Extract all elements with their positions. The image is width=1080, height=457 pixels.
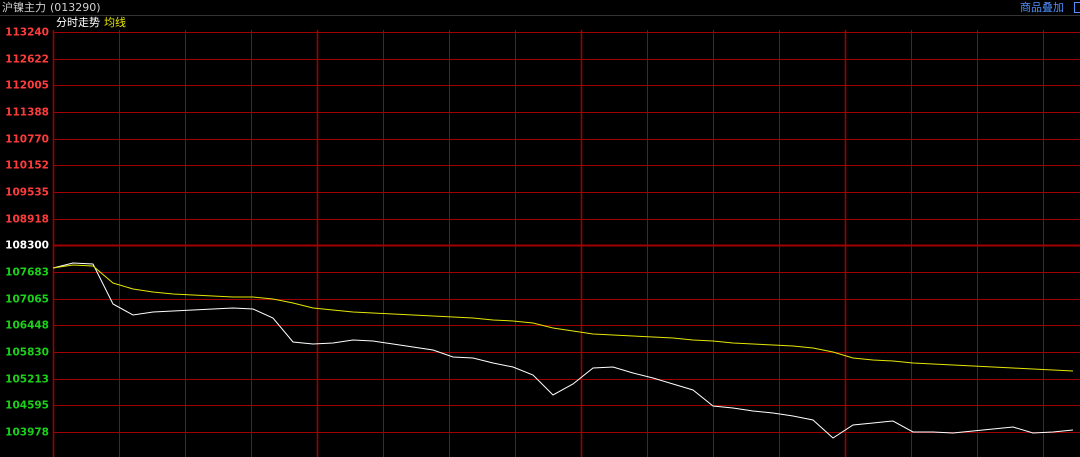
y-tick-label: 107065: [5, 294, 49, 306]
panel-icon[interactable]: [1074, 2, 1080, 13]
y-tick-label: 106448: [5, 320, 49, 332]
y-tick-label: 108918: [5, 214, 49, 226]
y-tick-label: 107683: [5, 267, 49, 279]
y-tick-label: 111388: [5, 107, 49, 119]
instrument-code: (013290): [50, 1, 101, 14]
y-tick-label: 105213: [5, 374, 49, 386]
y-tick-label: 105830: [5, 347, 49, 359]
y-tick-label: 112005: [5, 80, 49, 92]
y-tick-label: 112622: [5, 54, 49, 66]
overlay-button[interactable]: 商品叠加: [1020, 0, 1064, 14]
price-line: [52, 262, 1074, 439]
legend-entry: 均线: [104, 15, 126, 29]
price-line: [52, 264, 1074, 372]
y-tick-label: 110152: [5, 160, 49, 172]
legend-entry: 分时走势: [56, 16, 100, 29]
y-tick-label: 113240: [5, 27, 49, 39]
chart-title: 沪镍主力: [2, 0, 46, 14]
y-tick-label: 103978: [5, 427, 49, 439]
y-tick-label: 110770: [5, 134, 49, 146]
y-tick-label: 109535: [5, 187, 49, 199]
y-tick-label: 104595: [5, 400, 49, 412]
y-tick-label: 108300: [5, 240, 49, 252]
